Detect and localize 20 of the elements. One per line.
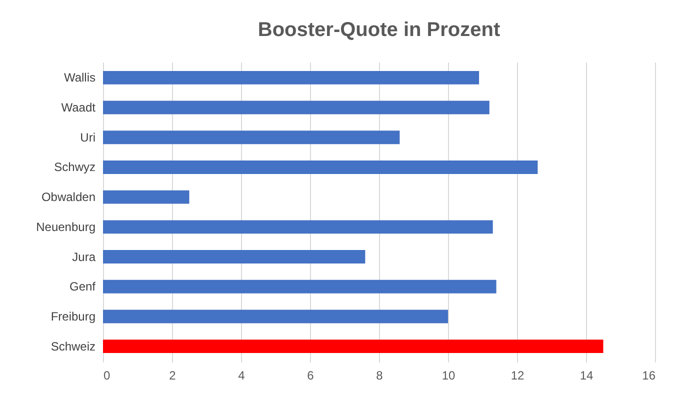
y-tick-label: Genf (69, 280, 96, 294)
y-tick-label: Jura (72, 250, 96, 264)
y-tick-label: Wallis (64, 70, 96, 85)
y-tick-label: Waadt (61, 100, 96, 115)
x-tick-label: 4 (238, 368, 246, 382)
x-tick-label: 6 (307, 368, 314, 382)
x-tick-label: 12 (510, 368, 524, 382)
y-tick-label: Neuenburg (36, 220, 96, 234)
y-tick-label: Uri (80, 130, 96, 144)
y-tick-label: Freiburg (50, 309, 96, 324)
x-tick-label: 16 (642, 368, 656, 382)
x-tick-label: 14 (580, 368, 594, 382)
y-tick-label: Schwyz (54, 160, 96, 174)
x-tick-label: 10 (442, 368, 456, 382)
y-tick-label: Obwalden (41, 190, 96, 204)
x-tick-label: 0 (104, 368, 110, 382)
chart-title: Booster-Quote in Prozent (258, 19, 500, 41)
x-tick-label: 8 (376, 368, 384, 382)
y-tick-label: Schweiz (50, 339, 96, 354)
x-tick-label: 2 (169, 368, 176, 382)
